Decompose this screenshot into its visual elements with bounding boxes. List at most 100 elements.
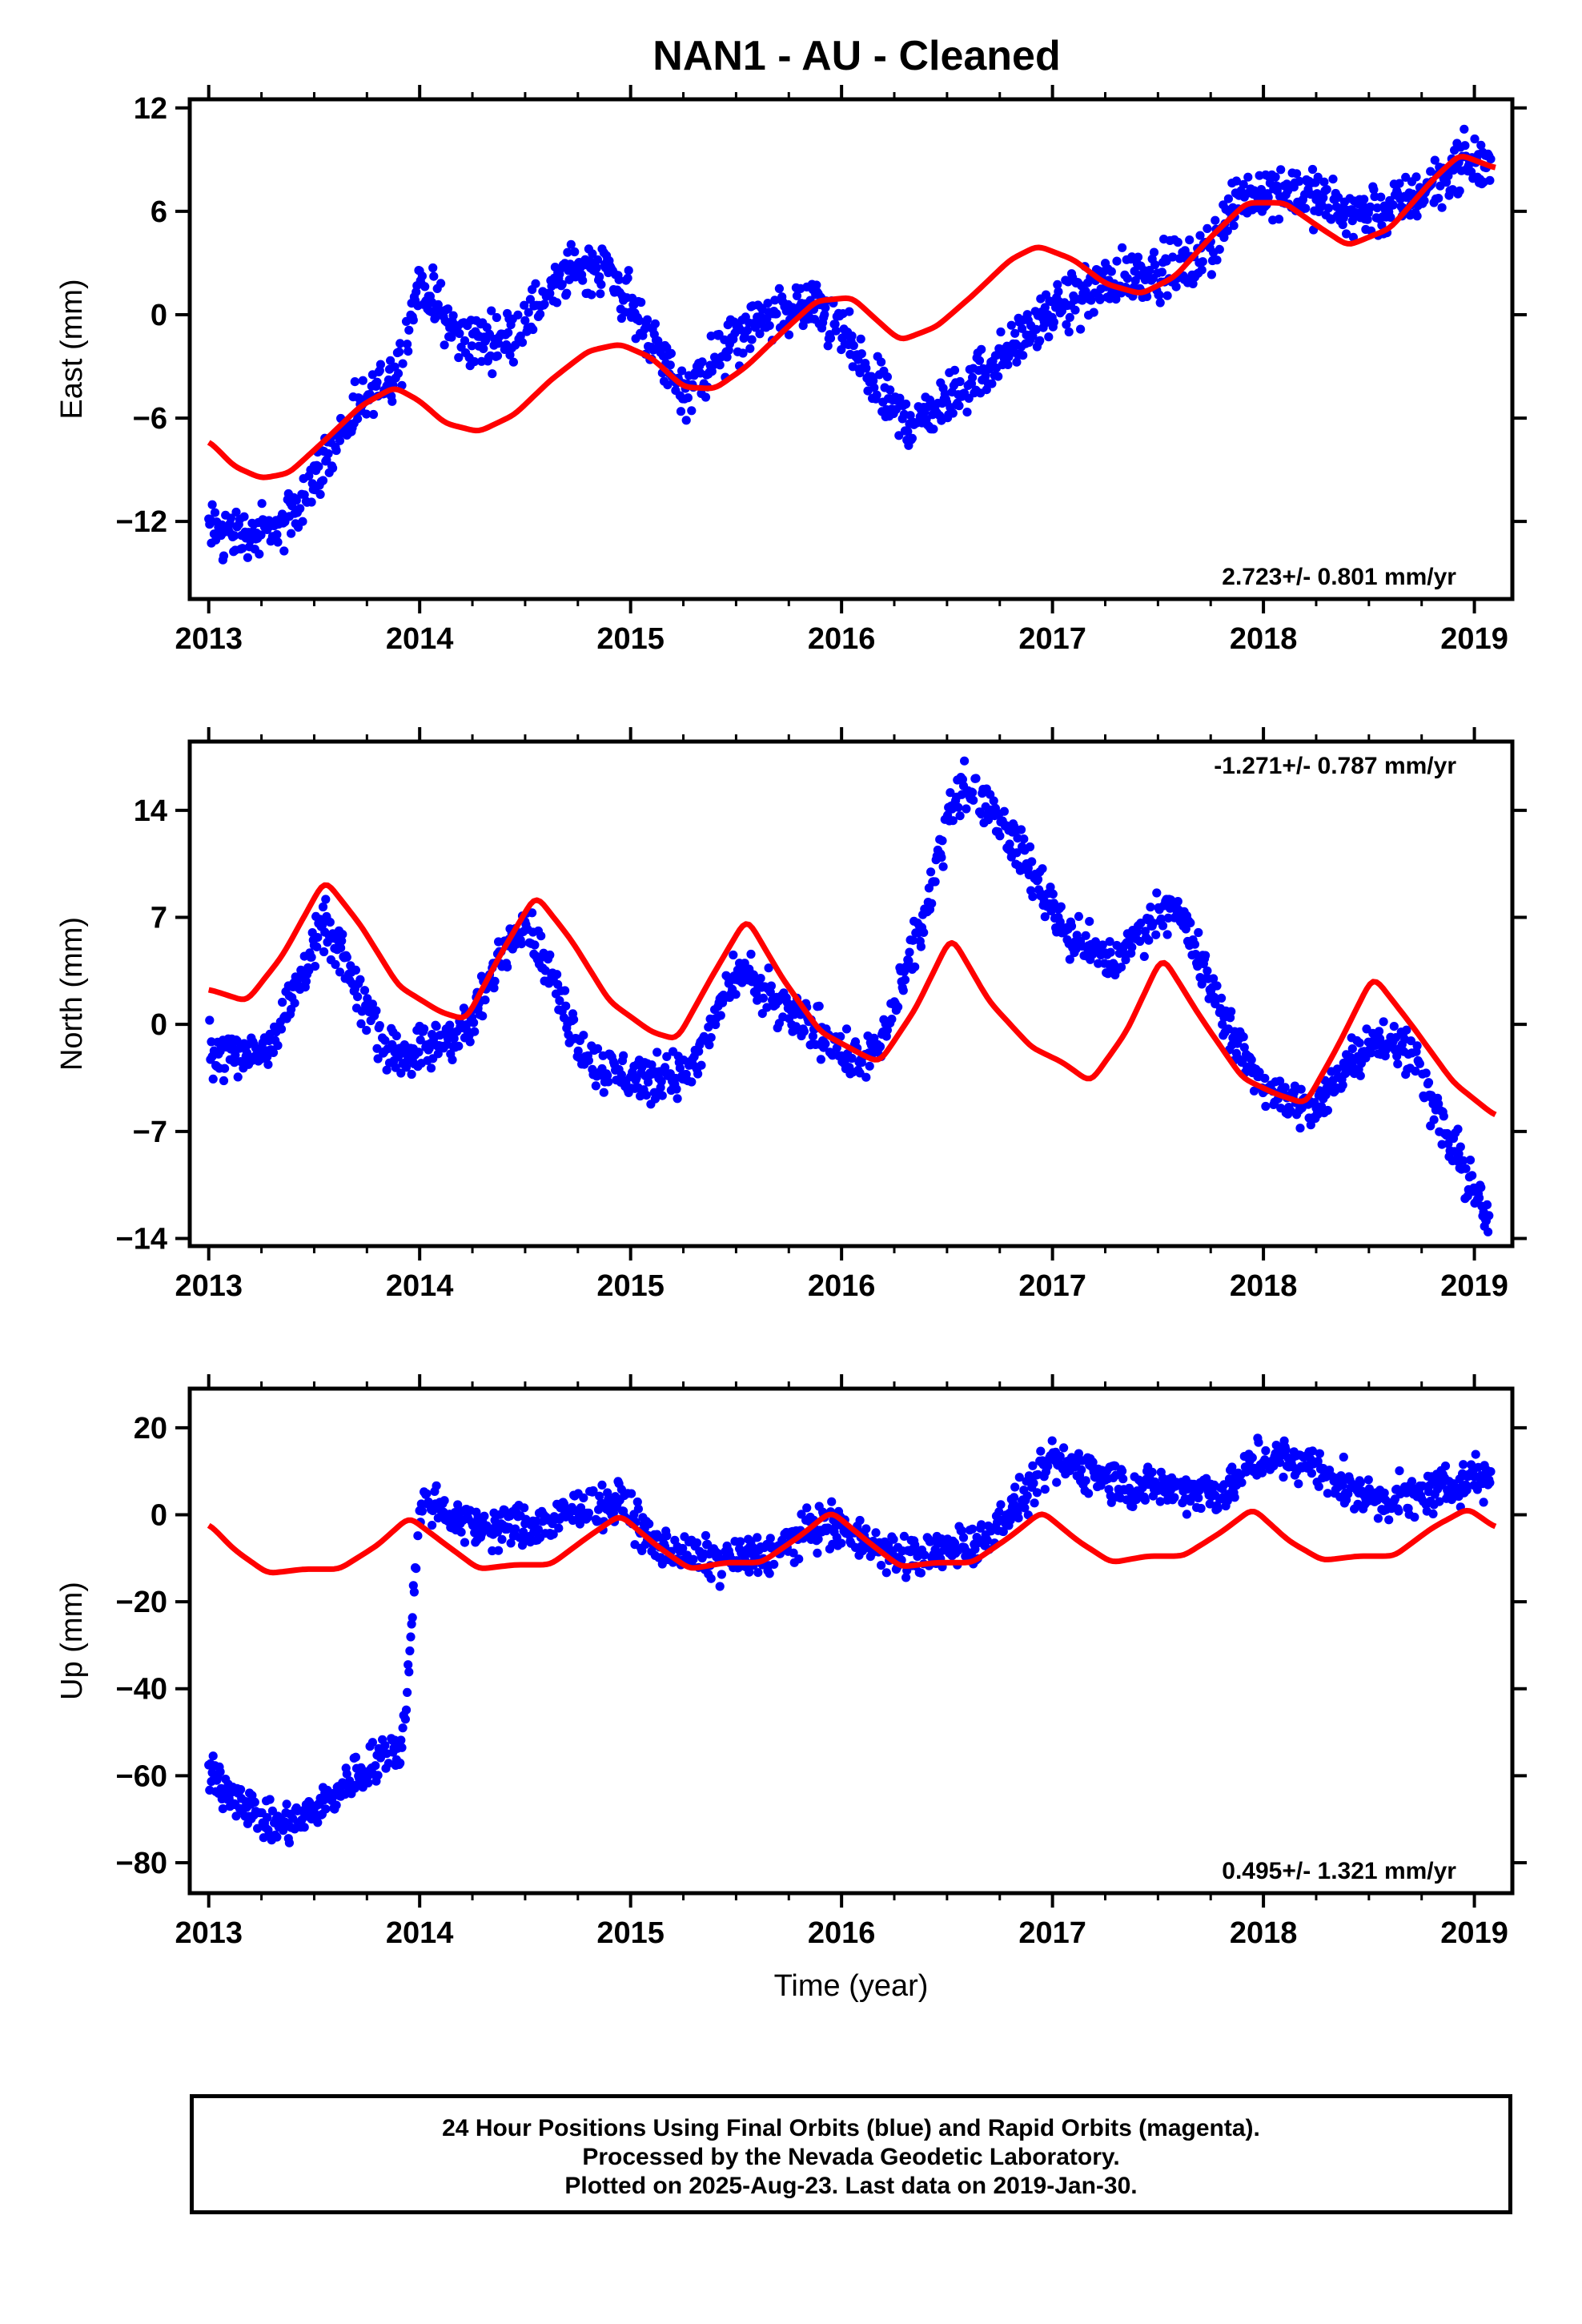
x-tick-label: 2019 bbox=[1440, 1916, 1508, 1950]
data-point bbox=[323, 448, 333, 459]
panel-east: 2013 2014 2015 2016 2017 2018 2019 −12 −6 0 6 12 Eas… bbox=[55, 85, 1527, 656]
data-point bbox=[774, 283, 785, 293]
data-point bbox=[552, 298, 562, 308]
data-point bbox=[573, 1046, 583, 1055]
data-point bbox=[1027, 857, 1037, 866]
model-line bbox=[207, 154, 1496, 480]
data-point bbox=[363, 1778, 373, 1787]
data-point bbox=[1182, 1510, 1191, 1519]
data-point bbox=[469, 1018, 479, 1027]
data-point bbox=[230, 531, 239, 541]
data-point bbox=[592, 263, 602, 272]
data-point bbox=[706, 1033, 716, 1043]
data-point bbox=[687, 406, 697, 416]
data-point bbox=[1014, 1473, 1024, 1482]
data-point bbox=[752, 989, 761, 999]
data-point bbox=[395, 347, 404, 356]
data-point bbox=[938, 862, 948, 871]
data-point bbox=[480, 995, 490, 1005]
data-point bbox=[489, 983, 499, 993]
data-point bbox=[958, 1533, 969, 1542]
data-point bbox=[420, 1024, 429, 1034]
y-axis-label: North (mm) bbox=[55, 917, 89, 1071]
data-point bbox=[893, 1002, 903, 1011]
data-point bbox=[536, 309, 545, 319]
data-point bbox=[887, 1015, 897, 1024]
data-point bbox=[494, 339, 504, 348]
data-point bbox=[1010, 328, 1020, 338]
data-point bbox=[1249, 1086, 1259, 1096]
data-point bbox=[592, 255, 603, 264]
data-point bbox=[231, 507, 241, 517]
data-point bbox=[1275, 1458, 1285, 1467]
data-point bbox=[1118, 1466, 1127, 1476]
data-point bbox=[1485, 1478, 1495, 1487]
y-tick-label: 20 bbox=[134, 1412, 167, 1445]
data-point bbox=[383, 1759, 393, 1768]
data-point bbox=[390, 362, 400, 372]
data-point bbox=[372, 377, 382, 387]
data-point bbox=[250, 1797, 259, 1807]
data-point bbox=[520, 300, 529, 310]
data-point bbox=[1148, 919, 1158, 928]
plot-frame bbox=[187, 1386, 1515, 1896]
data-point bbox=[1044, 332, 1054, 342]
data-point bbox=[487, 306, 496, 316]
data-point bbox=[731, 990, 741, 999]
data-point bbox=[545, 950, 555, 960]
data-point bbox=[1459, 1460, 1468, 1470]
data-point bbox=[937, 853, 946, 862]
data-point bbox=[1407, 1477, 1417, 1486]
chart-title: NAN1 - AU - Cleaned bbox=[652, 33, 1061, 79]
data-point bbox=[929, 424, 938, 434]
data-point bbox=[1301, 203, 1311, 213]
data-point bbox=[717, 1570, 727, 1579]
data-point bbox=[1212, 255, 1222, 265]
data-point bbox=[480, 1511, 489, 1521]
data-point bbox=[1065, 955, 1074, 964]
data-point bbox=[1411, 1067, 1420, 1076]
data-point bbox=[1227, 1462, 1237, 1472]
data-point bbox=[657, 1091, 667, 1100]
y-axis-label: East (mm) bbox=[55, 279, 89, 419]
data-point bbox=[881, 1568, 891, 1578]
data-point bbox=[1081, 931, 1090, 940]
data-point bbox=[903, 427, 913, 436]
data-point bbox=[1485, 175, 1495, 185]
data-point bbox=[962, 407, 972, 417]
data-point bbox=[391, 1031, 401, 1041]
data-point bbox=[272, 1832, 282, 1842]
data-point bbox=[812, 280, 821, 290]
data-point bbox=[904, 956, 913, 966]
data-point bbox=[301, 976, 311, 986]
data-point bbox=[716, 1011, 725, 1020]
data-point bbox=[331, 1800, 341, 1810]
data-point bbox=[1048, 889, 1058, 899]
data-point bbox=[1089, 308, 1098, 317]
model-line bbox=[207, 882, 1497, 1117]
data-points bbox=[204, 124, 1496, 565]
data-point bbox=[1077, 1465, 1086, 1474]
data-point bbox=[930, 877, 940, 887]
x-tick-label: 2015 bbox=[596, 1916, 665, 1950]
footer-line-1: 24 Hour Positions Using Final Orbits (bl… bbox=[442, 2115, 1260, 2141]
data-point bbox=[299, 1823, 309, 1832]
data-point bbox=[1168, 252, 1178, 262]
data-point bbox=[1022, 1491, 1032, 1501]
data-point bbox=[1028, 892, 1038, 902]
data-point bbox=[460, 336, 470, 346]
data-point bbox=[1307, 1469, 1316, 1478]
data-point bbox=[619, 1051, 628, 1060]
data-point bbox=[715, 1582, 725, 1591]
data-point bbox=[1203, 223, 1212, 233]
data-point bbox=[595, 272, 604, 282]
data-point bbox=[1197, 265, 1207, 275]
data-point bbox=[746, 949, 756, 959]
footer-line-3: Plotted on 2025-Aug-23. Last data on 201… bbox=[564, 2173, 1138, 2199]
data-point bbox=[279, 546, 289, 556]
data-point bbox=[533, 1525, 544, 1534]
data-point bbox=[414, 1047, 424, 1057]
data-point bbox=[404, 1667, 414, 1677]
data-point bbox=[1012, 357, 1022, 367]
data-point bbox=[948, 816, 958, 826]
